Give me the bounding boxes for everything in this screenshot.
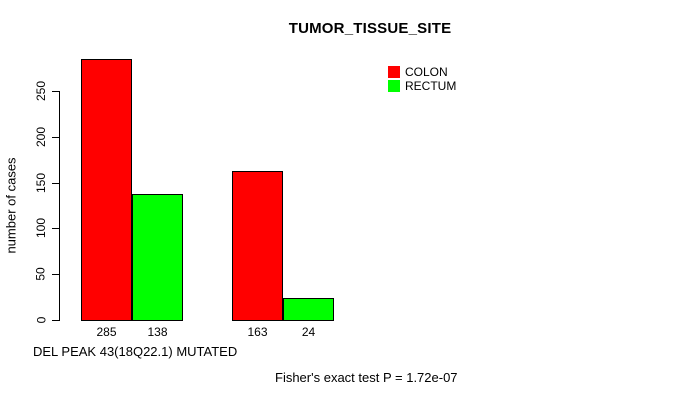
bar-value-label: 163	[247, 325, 268, 339]
y-tick-label-text: 150	[34, 172, 48, 194]
y-tick-label: 200	[33, 117, 49, 157]
y-axis-title-text: number of cases	[3, 157, 19, 254]
y-axis-title: number of cases	[1, 91, 21, 320]
legend-swatch-icon	[388, 65, 400, 78]
legend-row-rectum: RECTUM	[388, 78, 457, 93]
y-tick-label-text: 200	[34, 126, 48, 148]
y-tick-label-text: 100	[34, 217, 48, 239]
bar-rectum-group2	[283, 298, 334, 321]
stat-annotation: Fisher's exact test P = 1.72e-07	[275, 370, 458, 385]
y-tick-label: 50	[33, 254, 49, 294]
y-tick-mark	[52, 320, 59, 321]
bar-colon-group2	[232, 171, 283, 321]
y-tick-mark	[52, 137, 59, 138]
chart-title: TUMOR_TISSUE_SITE	[288, 20, 452, 37]
y-tick-label: 250	[33, 71, 49, 111]
y-tick-label-text: 50	[33, 267, 48, 281]
bar-value-label: 285	[96, 325, 117, 339]
bar-rectum-group1	[132, 194, 183, 321]
y-tick-mark	[52, 183, 59, 184]
bar-value-label: 138	[147, 325, 168, 339]
bar-value-label: 24	[301, 325, 316, 339]
y-tick-mark	[52, 91, 59, 92]
legend-label: COLON	[405, 64, 448, 79]
y-axis-line	[59, 91, 60, 321]
y-tick-label-text: 250	[34, 80, 48, 102]
bar-colon-group1	[81, 59, 132, 321]
y-tick-label: 100	[33, 208, 49, 248]
y-tick-mark	[52, 228, 59, 229]
legend-swatch-icon	[388, 79, 400, 92]
legend: COLON RECTUM	[388, 65, 456, 93]
legend-row-colon: COLON	[388, 64, 456, 79]
y-tick-mark	[52, 274, 59, 275]
x-axis-label: DEL PEAK 43(18Q22.1) MUTATED	[33, 344, 238, 359]
legend-label: RECTUM	[405, 78, 457, 93]
y-tick-label-text: 0	[34, 316, 48, 324]
y-tick-label: 150	[33, 163, 49, 203]
y-tick-label: 0	[33, 300, 49, 340]
